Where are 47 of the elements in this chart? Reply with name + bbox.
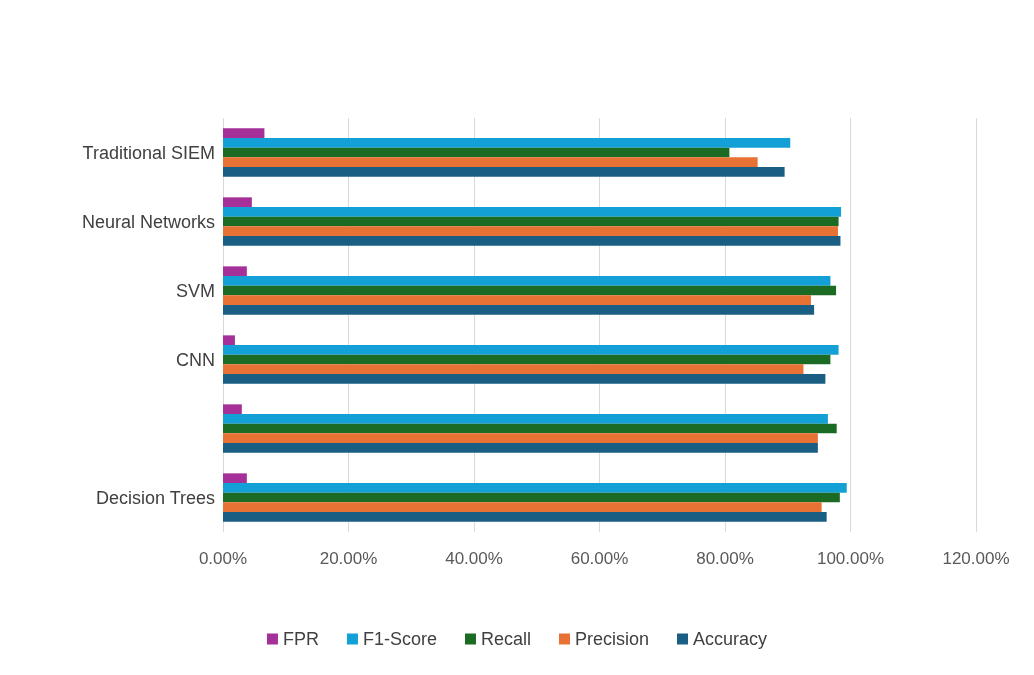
bar (223, 235, 841, 246)
legend-label: F1-Score (362, 629, 437, 649)
bar (223, 226, 838, 236)
bar (223, 157, 758, 167)
x-tick-label: 80.00% (696, 549, 754, 568)
bar (223, 433, 818, 443)
y-tick-label: Decision Trees (95, 487, 215, 508)
x-tick-label: 0.00% (198, 549, 248, 568)
bar (223, 354, 831, 365)
legend-label: Recall (480, 629, 532, 649)
legend-label: Accuracy (693, 629, 768, 649)
legend-label: FPR (282, 629, 319, 649)
bar (223, 442, 818, 453)
bar (223, 364, 804, 374)
bar (223, 147, 730, 158)
bar (223, 483, 847, 493)
x-tick-label: 120.00% (942, 549, 1010, 568)
bar (223, 266, 247, 277)
x-tick-label: 100.00% (816, 549, 885, 568)
legend-label: Precision (574, 629, 650, 649)
bar (223, 373, 826, 384)
bar (223, 276, 831, 286)
bar (223, 138, 791, 148)
x-tick-label: 40.00% (445, 549, 503, 568)
bar (223, 414, 828, 424)
bar (223, 166, 785, 177)
bar (223, 216, 839, 227)
bar (223, 502, 822, 512)
y-tick-label: Neural Networks (81, 211, 215, 232)
bar (223, 492, 840, 503)
x-tick-label: 60.00% (570, 549, 629, 568)
bar (223, 423, 837, 434)
bar (223, 285, 837, 296)
x-tick-label: 20.00% (319, 549, 378, 568)
bar (223, 207, 842, 217)
bar (223, 473, 247, 484)
bar (223, 197, 252, 208)
bar (223, 335, 235, 346)
y-tick-label: Traditional SIEM (82, 142, 215, 163)
y-tick-label: SVM (175, 280, 215, 301)
y-tick-label: CNN (176, 349, 215, 370)
bar (223, 128, 265, 139)
bar (223, 404, 242, 415)
bar (223, 345, 839, 355)
bar (223, 511, 827, 522)
bar (223, 304, 815, 315)
bar (223, 295, 811, 305)
